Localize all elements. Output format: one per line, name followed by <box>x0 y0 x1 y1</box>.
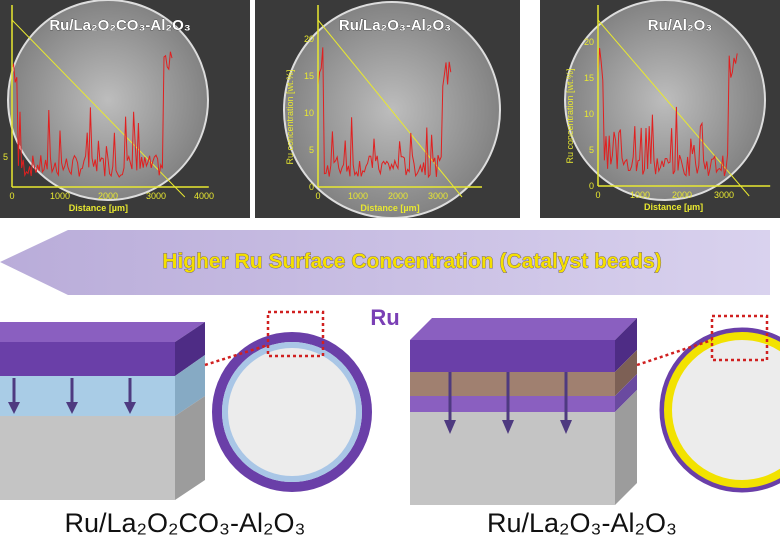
x-tick-label: 1000 <box>50 191 70 201</box>
y-axis-label: Ru concentration [wt.%] <box>285 69 295 164</box>
x-axis-label: Distance [µm] <box>69 203 128 213</box>
ru-label: Ru <box>370 305 399 330</box>
y-tick-label: 20 <box>304 34 314 44</box>
x-tick-label: 2000 <box>388 191 408 201</box>
x-tick-label: 4000 <box>194 191 214 201</box>
sem-panel: 0 1000 2000 3000 4000 5 Distance [µm] Ru/La₂O₂C… <box>0 0 250 218</box>
x-tick-label: 3000 <box>146 191 166 201</box>
y-tick-label: 0 <box>309 182 314 192</box>
scan-line <box>11 19 186 198</box>
diagram-label: Ru/La₂O₃-Al₂O₃ <box>487 508 677 538</box>
y-tick-label: 15 <box>304 71 314 81</box>
right-block <box>410 318 637 505</box>
bead <box>283 1 501 218</box>
y-axis-label: Ru concentration [wt.%] <box>565 68 575 163</box>
x-tick-label: 0 <box>315 191 320 201</box>
panel-title: Ru/Al₂O₃ <box>648 17 712 34</box>
y-tick-label: 5 <box>3 152 8 162</box>
y-tick-label: 20 <box>584 37 594 47</box>
panel-content: 0 1000 2000 3000 4000 5 Distance [µm] Ru/La₂O₂C… <box>0 0 250 218</box>
panel-content: 0 1000 2000 3000 0 5 10 15 20 Distance [µm] Ru con… <box>540 0 780 218</box>
left-ring <box>204 310 372 492</box>
panel-title: Ru/La₂O₃-Al₂O₃ <box>339 17 451 34</box>
right-ring <box>636 314 780 493</box>
x-tick-label: 0 <box>595 190 600 200</box>
ru-trace <box>597 47 738 177</box>
ru-trace <box>317 47 452 179</box>
x-tick-label: 1000 <box>348 191 368 201</box>
sem-panel: 0 1000 2000 3000 0 5 10 15 20 Distance [µm] Ru con… <box>255 0 520 218</box>
arrow-text: Higher Ru Surface Concentration (Catalys… <box>162 250 661 273</box>
sem-panel: 0 1000 2000 3000 0 5 10 15 20 Distance [µm] Ru con… <box>540 0 780 218</box>
bead <box>7 0 209 201</box>
x-axis-label: Distance [µm] <box>644 202 703 212</box>
scan-line <box>317 19 463 198</box>
y-tick-label: 5 <box>309 145 314 155</box>
panel-title: Ru/La₂O₂CO₃-Al₂O₃ <box>49 17 190 34</box>
y-tick-label: 10 <box>304 108 314 118</box>
y-tick-label: 15 <box>584 73 594 83</box>
x-tick-label: 0 <box>9 191 14 201</box>
x-tick-label: 3000 <box>714 190 734 200</box>
diagram-label: Ru/La₂O₂CO₃-Al₂O₃ <box>65 508 306 538</box>
ru-trace <box>11 51 173 178</box>
x-tick-label: 1000 <box>630 190 650 200</box>
x-axis-label: Distance [µm] <box>360 203 419 213</box>
gradient-arrow <box>0 230 770 295</box>
x-tick-label: 2000 <box>672 190 692 200</box>
panel-content: 0 1000 2000 3000 0 5 10 15 20 Distance [µm] Ru con… <box>255 0 520 218</box>
x-tick-label: 2000 <box>98 191 118 201</box>
bead <box>564 0 766 201</box>
y-tick-label: 0 <box>589 181 594 191</box>
x-tick-label: 3000 <box>428 191 448 201</box>
y-tick-label: 10 <box>584 109 594 119</box>
y-tick-label: 5 <box>589 145 594 155</box>
left-block <box>0 322 205 500</box>
